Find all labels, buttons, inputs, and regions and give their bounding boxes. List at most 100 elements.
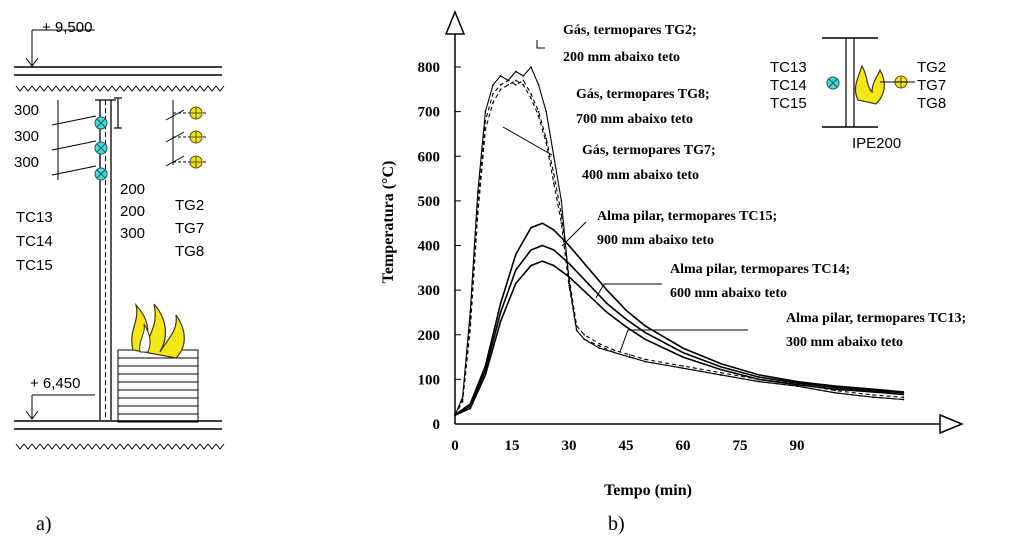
data-point [796, 382, 798, 384]
data-point [583, 333, 585, 336]
inset-section-diagram: TC13 TC14 TC15 TG2 TG7 TG8 IPE200 [770, 37, 946, 152]
annotation-tg7-line1: Gás, termopares TG7; [582, 143, 716, 158]
data-point [834, 386, 836, 389]
annotation-tc14-line1: Alma pilar, termopares TC14; [670, 262, 850, 277]
data-point [545, 142, 547, 144]
annotation-tg8-line1: Gás, termopares TG8; [576, 87, 710, 102]
y-tick-label: 100 [418, 372, 441, 388]
annotation-tg7: Gás, termopares TG7; 400 mm abaixo teto [582, 143, 716, 183]
caption-a: a) [36, 513, 52, 535]
data-point [515, 79, 517, 82]
data-point [469, 407, 472, 410]
data-point [587, 267, 589, 269]
data-point [515, 269, 517, 271]
level-top-arrowhead [25, 57, 39, 67]
data-point [522, 75, 525, 77]
data-point [606, 302, 608, 305]
tc-sensor-1 [94, 116, 108, 130]
ceiling-hatch [15, 85, 225, 92]
data-point [522, 84, 525, 86]
data-point [682, 351, 684, 354]
annotation-tc13-line2: 300 mm abaixo teto [786, 335, 903, 350]
x-tick-label: 15 [505, 438, 520, 454]
data-point [598, 345, 601, 347]
annotation-tc14: Alma pilar, termopares TC14; 600 mm abai… [595, 262, 850, 301]
data-point [560, 200, 563, 202]
tc-sensor-2 [94, 141, 108, 155]
data-point [530, 66, 532, 68]
data-point [606, 311, 608, 314]
data-point [507, 84, 510, 86]
data-point [796, 385, 798, 387]
x-tick-label: 60 [676, 438, 691, 454]
data-point [625, 325, 627, 328]
data-point [587, 293, 589, 296]
data-point [530, 249, 532, 251]
data-point [499, 311, 502, 314]
series-line-2 [454, 79, 904, 416]
data-point [644, 358, 646, 361]
data-point [872, 396, 874, 399]
data-point [613, 351, 616, 354]
data-point [758, 380, 760, 383]
data-point [537, 84, 540, 86]
series-line-1 [454, 79, 904, 416]
data-point [902, 391, 905, 394]
inset-tc-label-1: TC13 [770, 59, 807, 76]
data-point [720, 362, 722, 365]
data-point [872, 389, 874, 392]
y-tick-label: 0 [433, 417, 441, 433]
tc-label-1: TC13 [16, 209, 53, 226]
inset-tg-label-2: TG7 [917, 77, 946, 94]
data-point [477, 213, 479, 216]
data-point [454, 414, 456, 416]
y-tick-label: 600 [418, 149, 441, 165]
data-point [796, 383, 798, 386]
data-point [720, 366, 722, 368]
data-point [484, 128, 487, 131]
data-point [530, 92, 532, 95]
tg-sensor-2 [189, 130, 203, 144]
dim-mid-2: 200 [120, 203, 145, 220]
data-point [568, 244, 570, 247]
data-point [902, 393, 905, 396]
data-point [553, 182, 555, 184]
data-point [758, 378, 760, 381]
data-point [902, 398, 905, 401]
data-point [587, 282, 589, 285]
data-point [625, 309, 627, 312]
floor-hatch [15, 443, 225, 450]
x-tick-label: 30 [562, 438, 577, 454]
panel-a: + 9,500 300 300 300 [14, 19, 225, 535]
data-point [682, 365, 684, 367]
data-point [530, 97, 532, 100]
data-point [553, 173, 555, 175]
x-axis-arrow [939, 413, 964, 435]
annotation-tc13-line1: Alma pilar, termopares TC13; [786, 311, 966, 326]
data-point [560, 222, 563, 224]
data-point [568, 275, 570, 278]
annotation-tg8-line2: 700 mm abaixo teto [576, 112, 693, 127]
inset-flame-icon [854, 64, 885, 105]
data-point [682, 367, 684, 370]
data-point [484, 374, 487, 376]
y-tick-label: 400 [418, 239, 441, 255]
data-point [484, 119, 487, 122]
data-point [644, 338, 646, 341]
y-axis-arrow [444, 10, 466, 35]
data-point [720, 368, 722, 371]
tc-label-3: TC15 [16, 257, 53, 274]
data-point [613, 349, 616, 352]
annotation-tg2: Gás, termopares TG2; 200 mm abaixo teto [536, 23, 697, 65]
data-point [629, 354, 631, 356]
data-point [560, 213, 563, 216]
data-point [484, 110, 487, 113]
data-point [492, 92, 494, 95]
data-point [720, 374, 722, 376]
data-point [522, 79, 525, 82]
inset-tc-sensor [826, 76, 840, 90]
data-point [872, 394, 874, 396]
y-tick-label: 500 [418, 194, 441, 210]
inset-section-label: IPE200 [852, 135, 901, 152]
data-point [469, 320, 472, 323]
